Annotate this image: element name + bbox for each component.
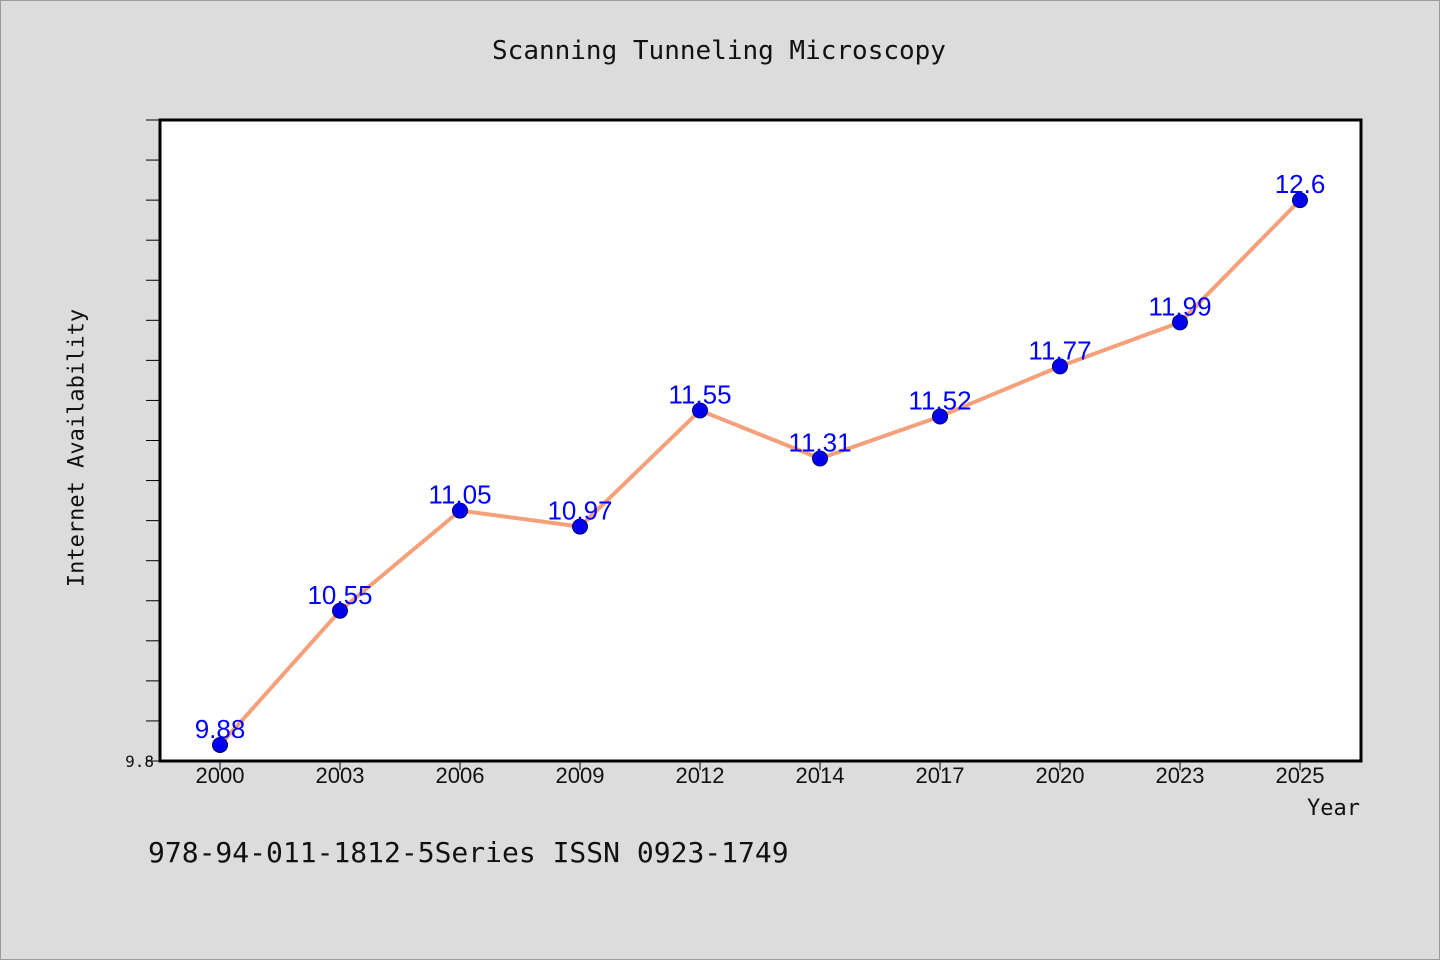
data-labels: 9.88 10.55 11.05 10.97 11.55 11.31 11.52 11.77 1…	[195, 169, 1326, 744]
data-point-marker	[812, 450, 828, 467]
data-point-label: 10.97	[547, 496, 612, 526]
series-line	[218, 198, 1302, 747]
x-tick-label: 2003	[316, 763, 365, 788]
data-point-label: 10.55	[307, 580, 372, 610]
data-point-marker	[572, 518, 588, 535]
series-markers	[212, 192, 1308, 753]
chart-title: Scanning Tunneling Microscopy	[492, 36, 946, 66]
data-point-marker	[1292, 192, 1308, 209]
x-tick-label: 2014	[796, 763, 845, 788]
data-point-marker	[212, 736, 228, 753]
x-tick-label: 2000	[196, 763, 245, 788]
data-point-label: 11.05	[428, 480, 491, 510]
x-tick-label: 2025	[1276, 763, 1325, 788]
x-tick-label: 2023	[1156, 763, 1205, 788]
y-axis-ticks: 9.8	[125, 119, 160, 771]
data-point-label: 9.88	[195, 714, 246, 744]
y-tick-label: 9.8	[125, 752, 154, 771]
data-point-label: 12.6	[1275, 169, 1326, 199]
data-point-label: 11.31	[788, 428, 851, 458]
x-axis-label: Year	[1307, 796, 1360, 821]
data-point-label: 11.52	[908, 385, 971, 415]
plot-area	[158, 118, 1363, 763]
data-point-marker	[932, 408, 948, 425]
data-point-marker	[1172, 314, 1188, 331]
x-tick-label: 2020	[1036, 763, 1085, 788]
x-tick-label: 2012	[676, 763, 725, 788]
x-tick-label: 2006	[436, 763, 485, 788]
x-tick-label: 2017	[916, 763, 965, 788]
x-tick-label: 2009	[556, 763, 605, 788]
x-axis-ticks: 2000 2003 2006 2009 2012 2014 2017 2020 2023 2025	[196, 761, 1325, 788]
data-point-marker	[1052, 358, 1068, 375]
data-point-marker	[332, 602, 348, 619]
data-point-marker	[692, 402, 708, 419]
data-point-marker	[452, 502, 468, 519]
footnote-text: 978-94-011-1812-5Series ISSN 0923-1749	[148, 836, 789, 869]
data-point-label: 11.55	[668, 379, 731, 409]
data-point-label: 11.77	[1028, 335, 1091, 365]
data-point-label: 11.99	[1148, 291, 1211, 321]
